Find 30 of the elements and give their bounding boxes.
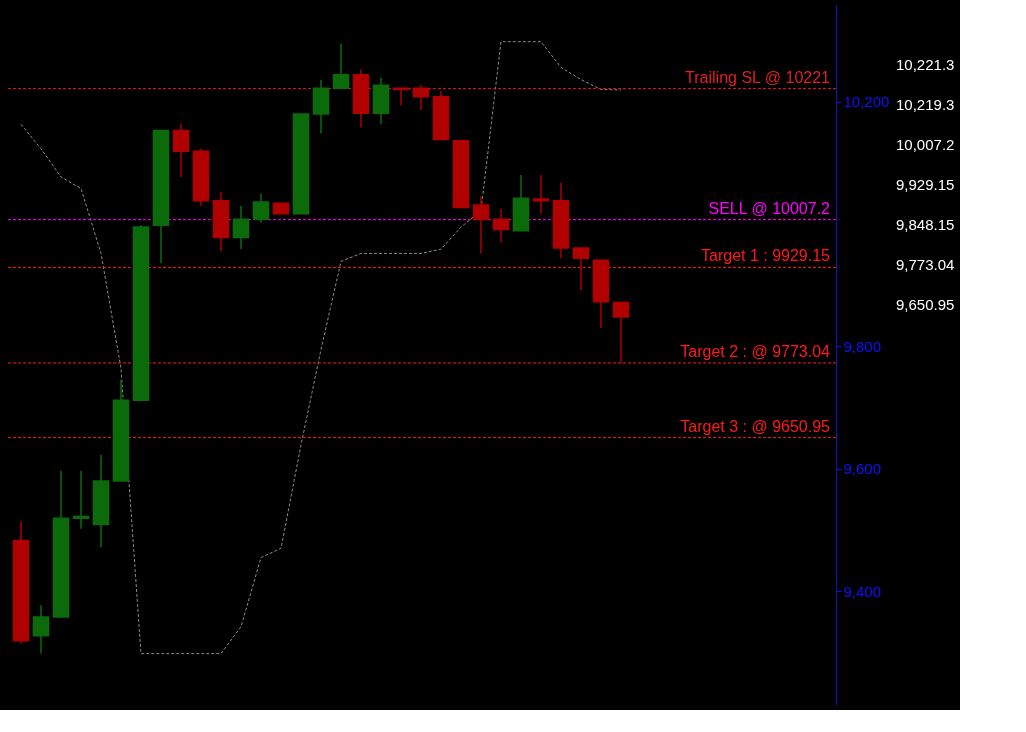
candlestick [492,208,510,244]
candlestick [392,87,410,107]
text: 10,007.2 [896,136,955,153]
text: 10,221.3 [896,56,955,73]
text: 9,848.15 [896,216,955,233]
candlestick [472,195,490,255]
ref-line-label: SELL @ 10007.2 [708,199,831,217]
candlestick [72,469,90,530]
ref-line-label: Target 2 : @ 9773.04 [680,342,831,360]
y-tick-label: 10,200 [843,93,890,111]
candlestick [172,122,190,178]
candlestick [572,247,590,291]
y-tick-label: 9,400 [843,582,882,600]
line-series [20,41,622,655]
text: 10,219.3 [896,96,955,113]
ref-line-label: Target 3 : @ 9650.95 [680,417,831,435]
text: 9,929.15 [896,176,955,193]
candlestick [32,604,50,655]
candlestick [612,301,630,365]
candlestick [332,42,350,89]
text: 9,650.95 [896,296,955,313]
candlestick [532,174,550,215]
ref-line-label: Target 1 : 9929.15 [701,247,831,265]
ref-line-label: Trailing SL @ 10221 [685,68,831,86]
candlestick [252,192,270,224]
candlestick [412,84,430,111]
y-tick-label: 9,600 [843,460,882,478]
candlestick [232,204,250,250]
text: 9,773.04 [896,256,955,273]
y-tick-label: 9,800 [843,337,882,355]
